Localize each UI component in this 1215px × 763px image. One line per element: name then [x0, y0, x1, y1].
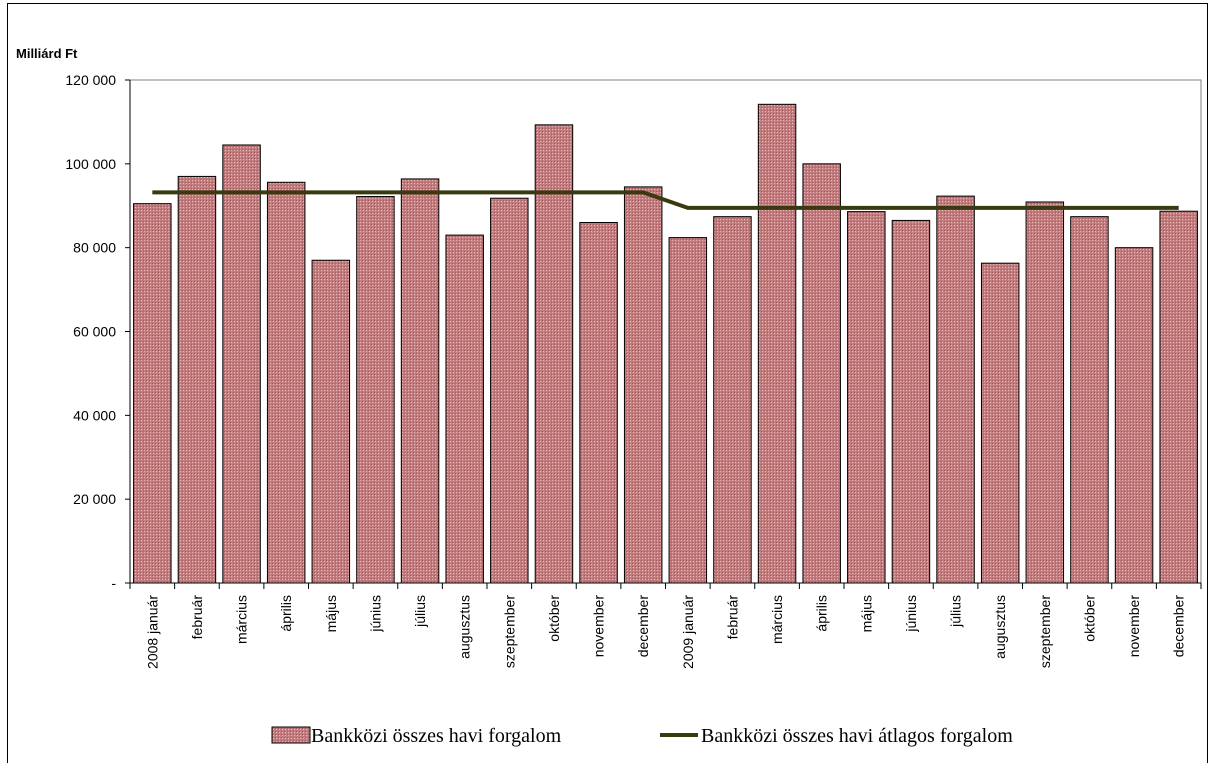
bar: [356, 196, 395, 584]
bar: [623, 186, 663, 584]
bar: [490, 197, 529, 584]
x-tick-label: február: [189, 595, 205, 640]
plot-area: - 20 000 40 000 60 000 80 000 100 000 120 000 2…: [65, 72, 1202, 669]
y-axis-unit-label: Milliárd Ft: [16, 46, 78, 61]
x-tick-label: május: [323, 595, 339, 632]
bar: [802, 163, 841, 584]
x-tick-label: május: [858, 595, 874, 632]
bar: [311, 259, 351, 584]
y-tick-label: 60 000: [73, 324, 116, 340]
x-tick-label: július: [412, 595, 428, 628]
bar: [713, 216, 752, 584]
x-tick-label: 2009 január: [680, 595, 696, 669]
bar: [1159, 210, 1198, 584]
y-tick-label: -: [111, 575, 116, 591]
x-tick-label: március: [769, 595, 785, 644]
bar: [891, 219, 931, 584]
x-tick-label: április: [814, 595, 830, 632]
bar: [1025, 201, 1065, 584]
x-tick-label: április: [278, 595, 294, 632]
bar: [1070, 216, 1109, 584]
average-line: [152, 190, 1179, 210]
x-tick-label: augusztus: [457, 595, 473, 659]
x-tick-label: december: [635, 595, 651, 658]
x-tick-label: november: [1126, 595, 1142, 658]
bar: [133, 203, 172, 584]
x-tick-label: szeptember: [1037, 595, 1053, 668]
bar: [847, 211, 886, 584]
y-tick-label: 120 000: [65, 72, 116, 88]
y-tick-label: 80 000: [73, 240, 116, 256]
bar: [445, 234, 484, 584]
bar: [1114, 247, 1154, 584]
x-tick-label: november: [591, 595, 607, 658]
bar: [936, 195, 975, 584]
bar: [668, 237, 708, 584]
x-tick-label: október: [546, 595, 562, 642]
bar: [400, 178, 440, 584]
x-tick-label: február: [724, 595, 740, 640]
y-tick-label: 100 000: [65, 156, 116, 172]
bar: [266, 181, 306, 584]
bar: [980, 262, 1020, 584]
legend-swatch-bar: [271, 726, 311, 744]
x-tick-label: március: [234, 595, 250, 644]
x-tick-label: augusztus: [992, 595, 1008, 659]
x-tick-label: 2008 január: [144, 595, 160, 669]
bar: [177, 175, 217, 584]
y-tick-label: 40 000: [73, 407, 116, 423]
x-tick-label: június: [367, 595, 383, 633]
legend-label-line: Bankközi összes havi átlagos forgalom: [701, 725, 1013, 747]
x-tick-label: június: [903, 595, 919, 633]
x-tick-label: október: [1081, 595, 1097, 642]
legend: Bankközi összes havi forgalom Bankközi ös…: [271, 725, 1013, 747]
x-tick-label: július: [948, 595, 964, 628]
x-tick-label: szeptember: [501, 595, 517, 668]
x-tick-label: december: [1171, 595, 1187, 658]
y-tick-label: 20 000: [73, 491, 116, 507]
bar: [757, 103, 797, 584]
legend-label-bar: Bankközi összes havi forgalom: [311, 725, 562, 747]
bar: [222, 144, 261, 584]
bar: [579, 222, 618, 584]
